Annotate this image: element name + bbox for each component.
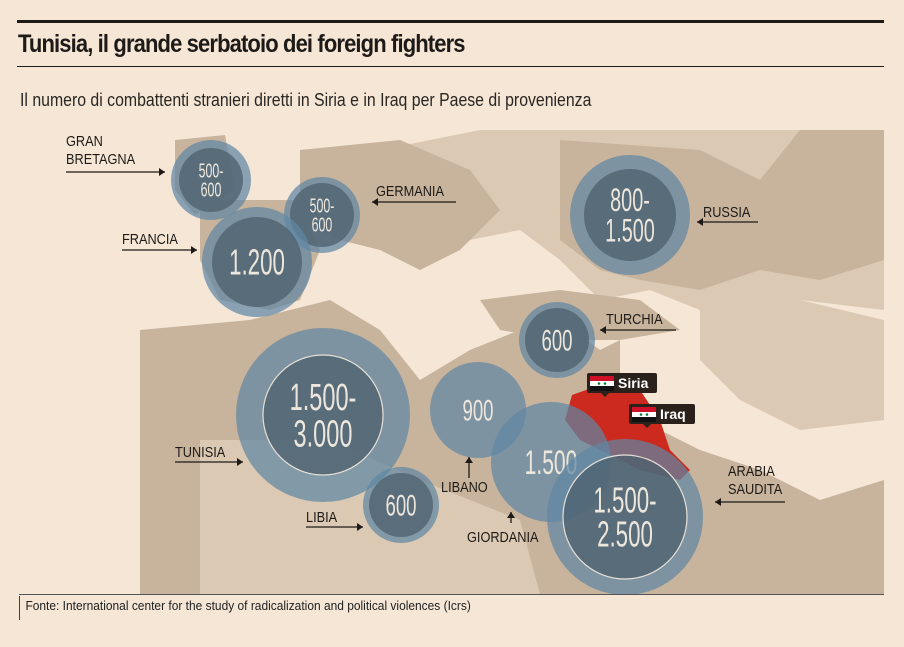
target-label: Iraq	[660, 406, 686, 422]
arrowhead-icon	[507, 512, 515, 518]
bubble-value: 600	[312, 213, 333, 236]
label-libano: LIBANO	[441, 457, 488, 495]
bubble-value: 800-	[610, 182, 650, 218]
land	[40, 130, 884, 594]
page-title: Tunisia, il grande serbatoio dei foreign…	[18, 30, 466, 58]
country-label: TUNISIA	[175, 443, 226, 460]
arrowhead-icon	[697, 218, 703, 226]
country-label: GRAN	[66, 132, 103, 149]
country-label: GIORDANIA	[467, 528, 539, 545]
bubble-inner	[212, 217, 302, 307]
top-rule	[17, 20, 884, 23]
bubble-value: 1.500-	[290, 375, 357, 418]
bubble-value: 2.500	[597, 515, 653, 555]
target-label: Siria	[618, 375, 649, 391]
map: 500-600500-6001.200800-1.5006001.500-3.0…	[40, 130, 884, 594]
country-label: LIBANO	[441, 478, 488, 495]
label-libia: LIBIA	[306, 508, 363, 531]
syria-flag-icon	[590, 376, 614, 391]
country-label: BRETAGNA	[66, 150, 136, 167]
country-label: LIBIA	[306, 508, 338, 525]
bubble-francia: 1.200	[202, 207, 312, 317]
bubble-turchia: 600	[519, 302, 595, 378]
title-rule	[17, 66, 884, 67]
arrowhead-icon	[600, 326, 606, 334]
arrowhead-icon	[357, 523, 363, 531]
source-rule	[19, 594, 884, 595]
bubble-tunisia: 1.500-3.000	[236, 328, 410, 502]
label-giordania: GIORDANIA	[467, 512, 539, 545]
country-label: GERMANIA	[376, 182, 445, 199]
bubble-value: 1.200	[229, 243, 285, 283]
bubble-inner	[290, 183, 354, 247]
arrowhead-icon	[237, 458, 243, 466]
bubble-value: 600	[385, 489, 416, 523]
country-label: TURCHIA	[606, 310, 663, 327]
label-russia: RUSSIA	[697, 203, 758, 226]
bubble-value: 1.500	[605, 213, 655, 249]
arrowhead-icon	[159, 168, 165, 176]
source-note: Fonte: International center for the stud…	[19, 596, 471, 620]
country-label: FRANCIA	[122, 230, 179, 247]
target-tag-siria: Siria	[587, 373, 657, 397]
bubble-gran-bretagna: 500-600	[171, 140, 251, 220]
label-turchia: TURCHIA	[600, 310, 676, 334]
arrowhead-icon	[191, 246, 197, 254]
arrowhead-icon	[465, 457, 473, 463]
target-tag-iraq: Iraq	[629, 404, 695, 428]
bubble-value: 3.000	[294, 411, 353, 454]
bubble-value: 600	[201, 178, 222, 201]
arrowhead-icon	[715, 498, 721, 506]
subtitle: Il numero di combattenti stranieri diret…	[20, 90, 592, 110]
country-label: ARABIA	[728, 462, 775, 479]
label-germania: GERMANIA	[372, 182, 456, 206]
bubble-value: 600	[541, 324, 572, 358]
bubble-inner	[562, 454, 688, 580]
label-tunisia: TUNISIA	[175, 443, 243, 466]
bubble-value: 500-	[310, 194, 335, 217]
bubble-inner	[525, 308, 589, 372]
bubble-inner	[369, 473, 433, 537]
bubble-libia: 600	[363, 467, 439, 543]
bubble-arabia-saudita: 1.500-2.500	[547, 439, 703, 594]
bubble-russia: 800-1.500	[570, 155, 690, 275]
arrowhead-icon	[372, 198, 378, 206]
iraq-flag-icon	[632, 407, 656, 422]
bubble-value: 1.500-	[593, 481, 656, 521]
label-francia: FRANCIA	[122, 230, 197, 254]
bubble-value: 500-	[199, 159, 224, 182]
bubble-value: 900	[462, 394, 493, 428]
country-label: RUSSIA	[703, 203, 751, 220]
bubble-inner	[262, 354, 384, 476]
bubble-inner	[584, 169, 676, 261]
bubble-inner	[179, 148, 243, 212]
country-label: SAUDITA	[728, 480, 783, 497]
